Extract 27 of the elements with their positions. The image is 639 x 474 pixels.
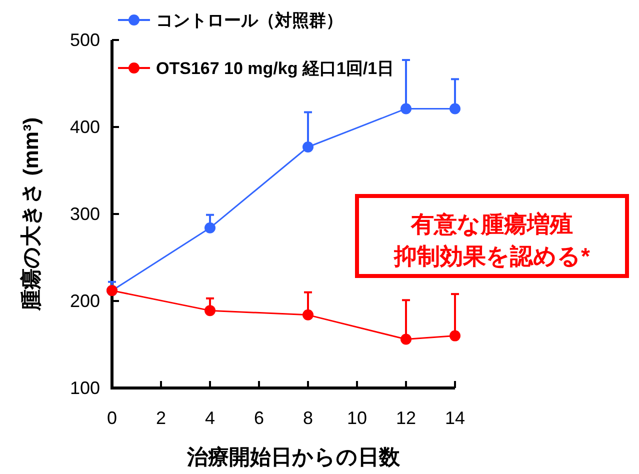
y-tick-label: 200 bbox=[70, 291, 100, 311]
y-tick-label: 300 bbox=[70, 204, 100, 224]
x-tick-label: 6 bbox=[254, 408, 264, 428]
point bbox=[302, 309, 314, 320]
x-tick-label: 14 bbox=[444, 408, 466, 428]
y-tick-label: 400 bbox=[70, 117, 100, 137]
x-tick-label: 12 bbox=[396, 408, 416, 428]
annotation: 有意な腫瘍増殖 bbox=[410, 211, 573, 237]
point bbox=[204, 222, 216, 234]
annotation: 抑制効果を認める* bbox=[393, 243, 590, 269]
x-tick-label: 8 bbox=[302, 408, 314, 428]
y-tick-label: 500 bbox=[70, 30, 100, 50]
y-axis-title: 腫瘍の大きさ (mm³) bbox=[19, 117, 43, 312]
y-tick-label: 100 bbox=[70, 378, 100, 398]
point bbox=[450, 330, 460, 342]
legend-label: コントロール（対照群） bbox=[156, 11, 343, 30]
x-tick-label: 2 bbox=[156, 408, 166, 428]
point bbox=[450, 103, 460, 114]
x-axis-title: 治療開始日からの日数 bbox=[186, 445, 401, 469]
x-tick-label: 0 bbox=[106, 408, 118, 428]
point bbox=[302, 142, 314, 153]
point bbox=[400, 103, 412, 114]
legend-label: OTS167 10 mg/kg 経口1回/1日 bbox=[156, 59, 394, 78]
point bbox=[400, 334, 412, 345]
point bbox=[204, 305, 216, 316]
x-tick-label: 10 bbox=[346, 408, 368, 428]
x-tick-label: 4 bbox=[204, 408, 216, 428]
